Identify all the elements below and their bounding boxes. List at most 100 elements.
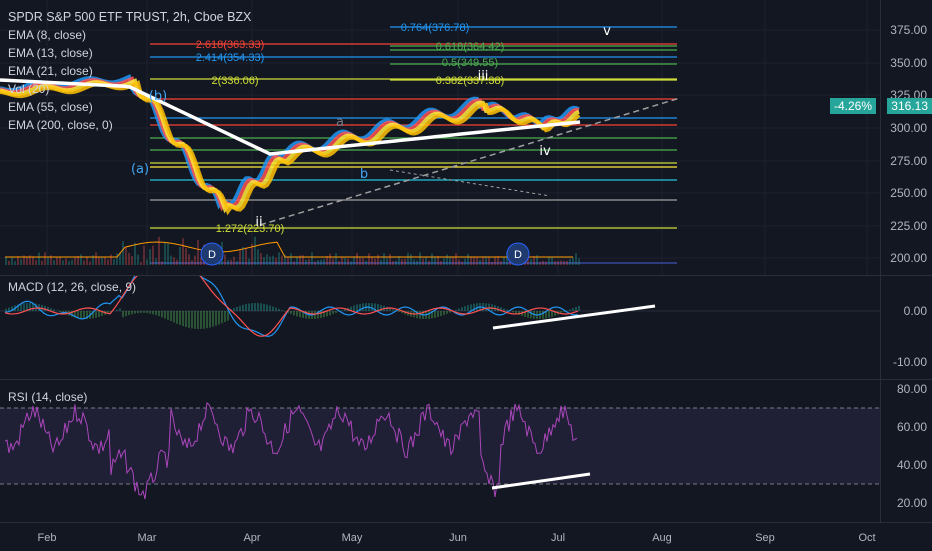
price-axis-label: 300.00	[890, 121, 927, 135]
rsi-chart[interactable]	[0, 380, 880, 522]
volume-bar	[395, 261, 397, 265]
macd-histogram-bar	[299, 311, 301, 317]
volume-bar	[197, 240, 199, 265]
macd-histogram-bar	[125, 311, 127, 316]
macd-histogram-bar	[467, 305, 469, 311]
macd-histogram-bar	[98, 311, 100, 317]
macd-histogram-bar	[443, 311, 445, 315]
macd-pane[interactable]: MACD (12, 26, close, 9)	[0, 276, 880, 379]
volume-bar	[563, 261, 565, 265]
macd-histogram-bar	[320, 311, 322, 318]
time-label: Mar	[138, 532, 157, 544]
price-change-percent: -4.26%	[830, 98, 876, 114]
volume-bar	[473, 257, 475, 265]
volume-bar	[380, 260, 382, 265]
legend-volume[interactable]: Vol (20)	[8, 80, 251, 98]
macd-histogram-bar	[134, 311, 136, 314]
volume-bar	[170, 256, 172, 265]
price-axis[interactable]: 375.00 350.00 325.00 300.00 275.00 250.0…	[880, 0, 932, 275]
volume-bar	[59, 257, 61, 265]
volume-bar	[62, 260, 64, 265]
volume-bar	[365, 261, 367, 265]
macd-histogram-bar	[53, 309, 55, 311]
trend-line	[390, 170, 550, 196]
volume-bar	[239, 250, 241, 265]
volume-bar	[56, 258, 58, 265]
volume-bar	[275, 258, 277, 265]
symbol-title[interactable]: SPDR S&P 500 ETF TRUST, 2h, Cboe BZX	[8, 8, 251, 26]
rsi-pane[interactable]: RSI (14, close)	[0, 380, 880, 522]
volume-bar	[470, 257, 472, 265]
legend-ema-8[interactable]: EMA (8, close)	[8, 26, 251, 44]
macd-histogram-bar	[278, 309, 280, 311]
elliott-wave-label: iii	[478, 69, 489, 84]
volume-bar	[443, 258, 445, 265]
volume-bar	[551, 257, 553, 265]
volume-bar	[446, 254, 448, 265]
macd-histogram-bar	[167, 311, 169, 320]
macd-histogram-bar	[326, 311, 328, 316]
rsi-axis[interactable]: 80.00 60.00 40.00 20.00	[880, 380, 932, 522]
macd-histogram-bar	[8, 308, 10, 311]
macd-histogram-bar	[341, 310, 343, 311]
volume-bar	[320, 260, 322, 265]
volume-bar	[227, 260, 229, 265]
time-axis[interactable]: Feb Mar Apr May Jun Jul Aug Sep Oct	[0, 522, 932, 551]
price-chart-pane[interactable]: 0.764(376.78)2.618(363.33)0.618(364.42)2…	[0, 0, 880, 275]
volume-bar	[425, 256, 427, 265]
macd-axis[interactable]: 0.00 -10.00	[880, 276, 932, 379]
macd-histogram-bar	[293, 311, 295, 315]
volume-bar	[89, 262, 91, 265]
macd-legend[interactable]: MACD (12, 26, close, 9)	[8, 280, 136, 294]
price-axis-label: 375.00	[890, 23, 927, 37]
volume-bar	[335, 253, 337, 265]
chart-legend: SPDR S&P 500 ETF TRUST, 2h, Cboe BZX EMA…	[8, 8, 251, 134]
price-axis-label: 200.00	[890, 251, 927, 265]
volume-bar	[44, 252, 46, 265]
volume-bar	[575, 253, 577, 265]
macd-histogram-bar	[152, 311, 154, 314]
volume-bar	[248, 259, 250, 265]
volume-bar	[95, 252, 97, 265]
legend-ema-200[interactable]: EMA (200, close, 0)	[8, 116, 251, 134]
macd-histogram-bar	[206, 311, 208, 328]
macd-histogram-bar	[119, 308, 121, 311]
macd-axis-label: -10.00	[893, 355, 927, 369]
dividend-marker-label: D	[514, 249, 522, 261]
macd-histogram-bar	[5, 309, 7, 311]
volume-bar	[392, 261, 394, 265]
macd-histogram-bar	[182, 311, 184, 326]
dividend-marker-label: D	[208, 249, 216, 261]
macd-histogram-bar	[185, 311, 187, 327]
macd-histogram-bar	[128, 311, 130, 315]
macd-histogram-bar	[449, 311, 451, 312]
volume-bar	[104, 257, 106, 265]
volume-bar	[494, 257, 496, 265]
macd-histogram-bar	[485, 303, 487, 311]
legend-ema-13[interactable]: EMA (13, close)	[8, 44, 251, 62]
macd-histogram-bar	[572, 308, 574, 311]
volume-bar	[566, 261, 568, 265]
macd-histogram-bar	[362, 303, 364, 311]
volume-bar	[272, 256, 274, 265]
volume-bar	[98, 258, 100, 265]
volume-bar	[308, 259, 310, 265]
volume-bar	[38, 253, 40, 265]
volume-bar	[224, 254, 226, 265]
rsi-legend[interactable]: RSI (14, close)	[8, 390, 87, 404]
time-label: Feb	[38, 532, 57, 544]
volume-bar	[236, 261, 238, 265]
rsi-axis-label: 60.00	[897, 420, 927, 434]
volume-bar	[233, 257, 235, 265]
volume-bar	[83, 261, 85, 265]
volume-bar	[14, 261, 16, 265]
legend-ema-55[interactable]: EMA (55, close)	[8, 98, 251, 116]
macd-histogram-bar	[440, 311, 442, 316]
legend-ema-21[interactable]: EMA (21, close)	[8, 62, 251, 80]
volume-bar	[317, 260, 319, 265]
price-axis-label: 250.00	[890, 186, 927, 200]
macd-histogram-bar	[116, 310, 118, 311]
volume-bar	[5, 257, 7, 265]
elliott-wave-label: ii	[255, 215, 262, 230]
macd-histogram-bar	[23, 303, 25, 311]
